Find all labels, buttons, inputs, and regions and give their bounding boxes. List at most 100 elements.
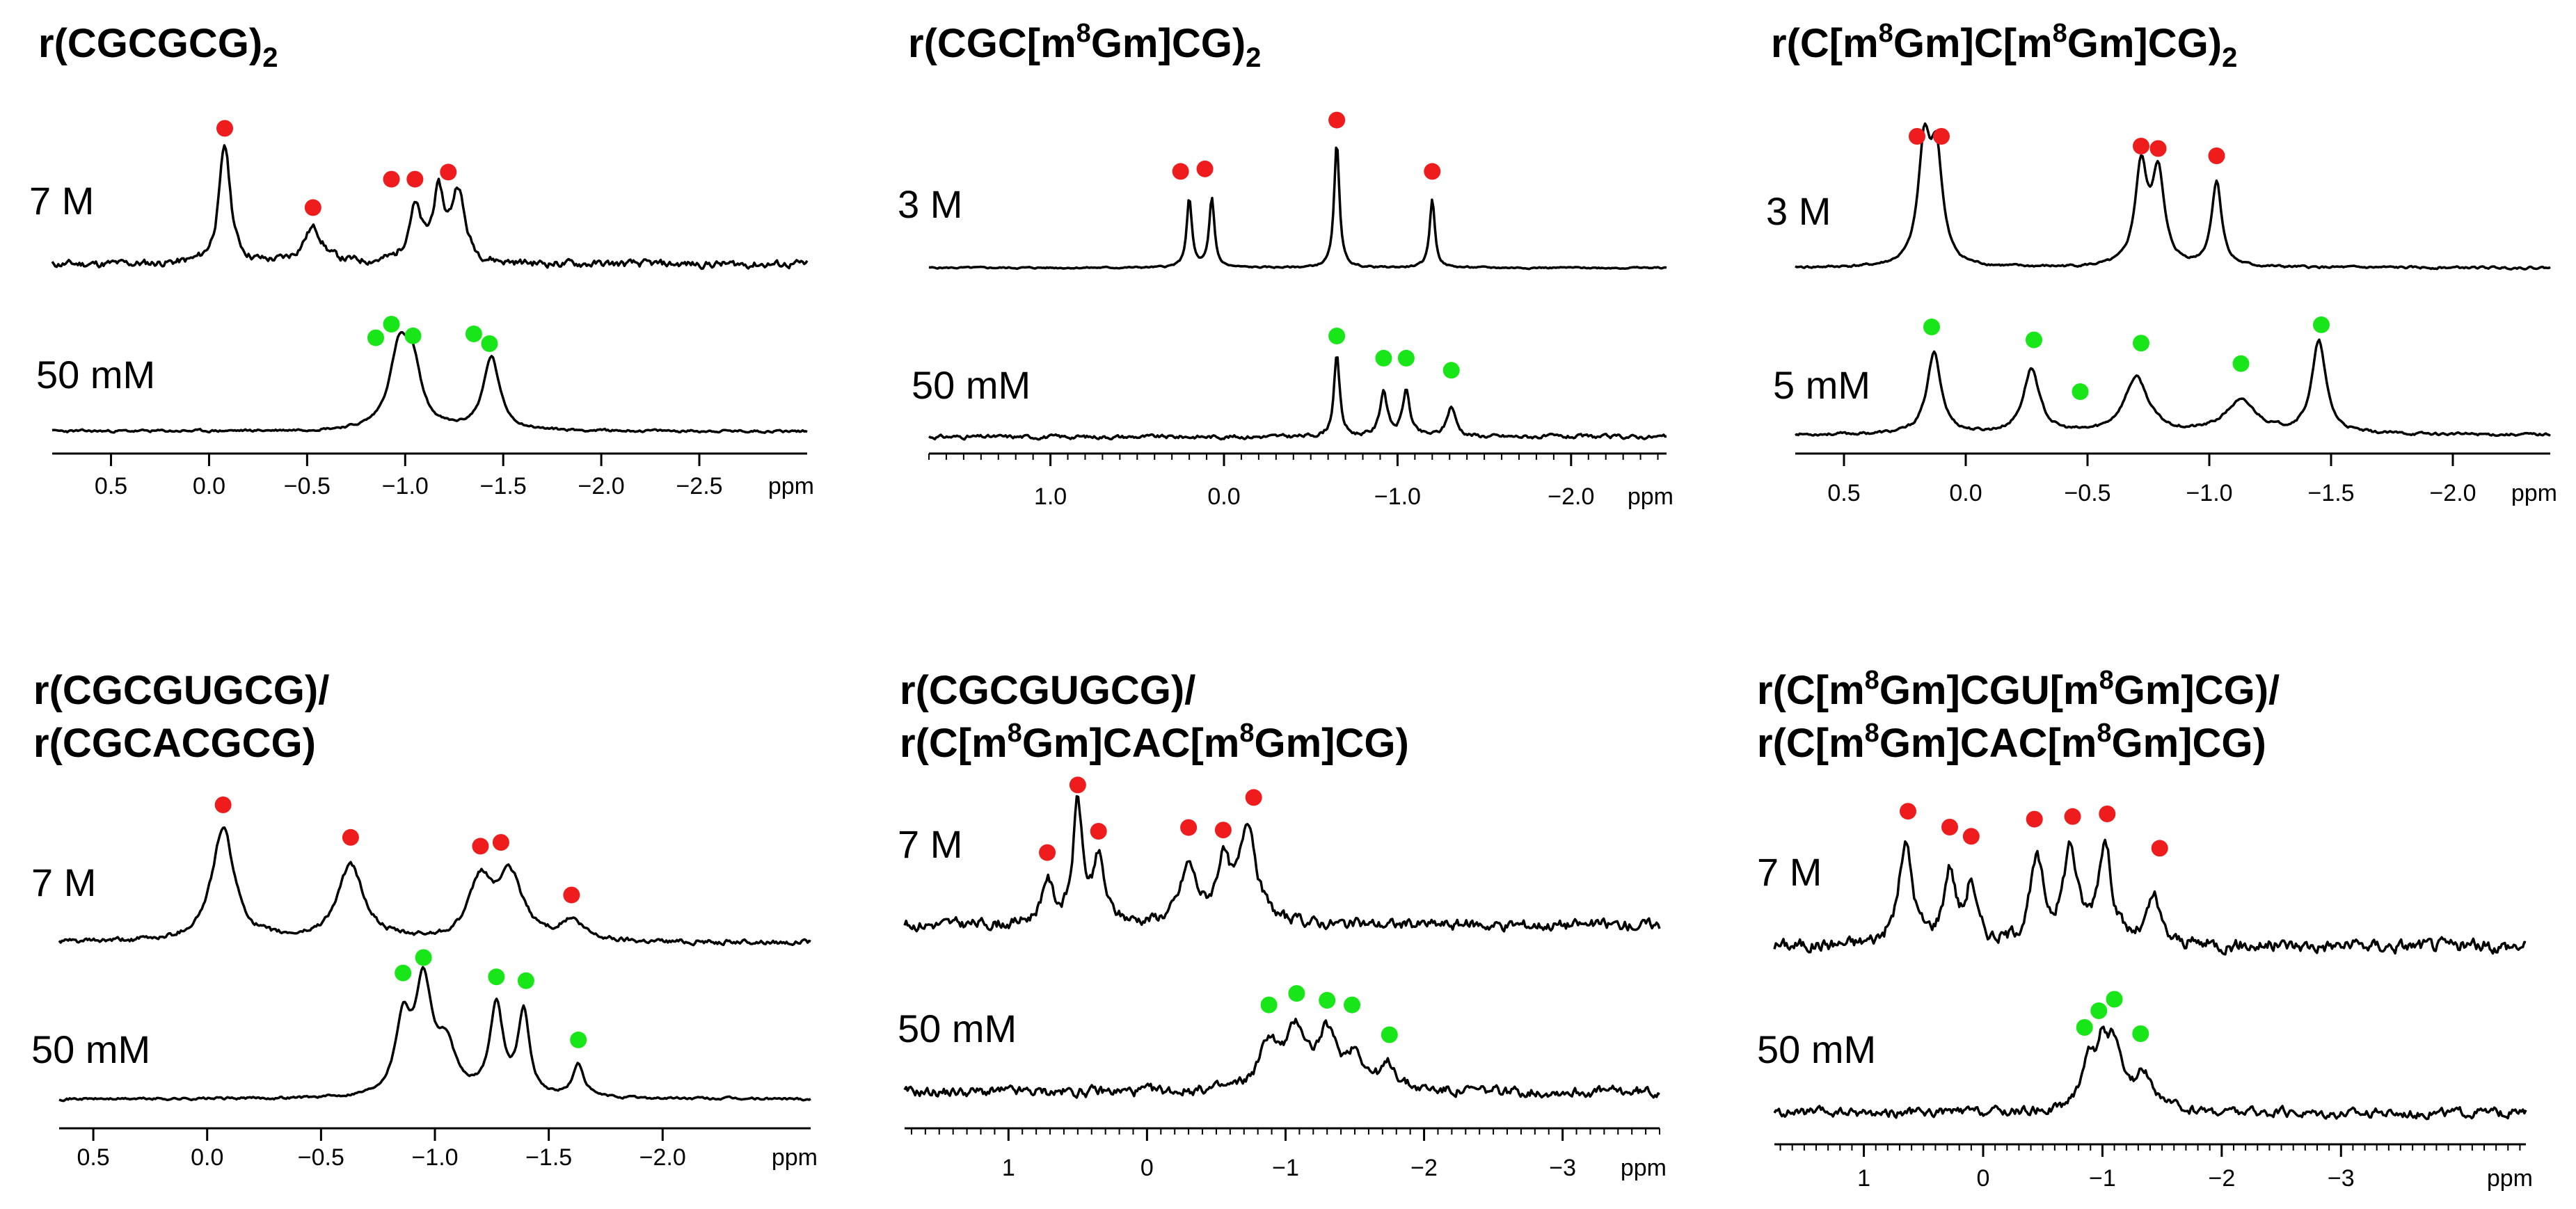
green-peak-marker <box>1288 985 1305 1002</box>
panel-5-plot: 1 0 −1 −2 −3 ppm <box>903 776 1667 1181</box>
panel-5-series-1-label: 7 M <box>898 822 962 866</box>
x-axis-label: ppm <box>772 1144 818 1171</box>
panel-3-plot: 0.5 0.0 −0.5 −1.0 −1.5 −2.0 ppm <box>1795 122 2557 506</box>
red-peak-marker <box>1245 789 1262 806</box>
tick-label: 0.0 <box>1949 480 1982 506</box>
spectrum-trace-high-salt <box>51 144 809 271</box>
panel-1-title: r(CGCGCG)2 <box>38 21 278 73</box>
red-peak-marker <box>440 163 457 181</box>
x-axis-label: ppm <box>1628 483 1673 510</box>
tick-label: −2.0 <box>1548 483 1594 510</box>
tick-label: 0 <box>1977 1165 1990 1192</box>
x-axis-label: ppm <box>1621 1155 1667 1181</box>
tick-label: 0.0 <box>191 1144 223 1171</box>
red-peak-marker <box>1424 163 1441 180</box>
spectrum-trace-low-salt <box>1773 1025 2527 1121</box>
green-peak-marker <box>1260 996 1278 1014</box>
spectrum-trace-low-salt <box>51 330 808 434</box>
spectrum-trace-high-salt <box>1773 838 2527 956</box>
green-peak-marker <box>2132 1025 2149 1042</box>
red-peak-marker <box>1909 128 1925 145</box>
tick-label: 0 <box>1140 1155 1154 1181</box>
panel-1-series-1-label: 7 M <box>29 179 94 223</box>
tick-label: −3 <box>2328 1165 2355 1192</box>
panel-4-title-line2: r(CGCACGCG) <box>33 721 316 766</box>
red-peak-marker <box>472 838 489 855</box>
red-peak-marker <box>1962 828 1980 845</box>
red-peak-marker <box>1900 803 1916 820</box>
red-peak-marker <box>2149 140 2167 157</box>
x-axis-label: ppm <box>2511 480 2557 506</box>
tick-label: −1 <box>1272 1155 1299 1181</box>
tick-label: −2 <box>1410 1155 1438 1181</box>
tick-label: −2.5 <box>676 473 722 499</box>
green-peak-marker <box>1923 319 1940 335</box>
tick-label: −1.5 <box>2307 480 2354 506</box>
panel-1-series-2-label: 50 mM <box>36 353 155 397</box>
tick-label: 1.0 <box>1034 483 1067 510</box>
green-peak-marker <box>1344 996 1361 1014</box>
panel-3-series-2-label: 5 mM <box>1773 363 1870 407</box>
spectrum-trace-high-salt <box>928 146 1667 271</box>
green-peak-marker <box>404 327 422 344</box>
spectrum-trace-low-salt <box>58 966 811 1103</box>
red-peak-marker <box>1933 128 1950 145</box>
tick-label: −2 <box>2208 1165 2235 1192</box>
red-peak-marker <box>2151 840 2168 857</box>
panel-5-title-line1: r(CGCGUGCG)/ <box>900 668 1195 713</box>
panel-4-series-1-label: 7 M <box>31 860 96 904</box>
tick-label: 0.0 <box>1207 483 1240 510</box>
red-peak-marker <box>2133 138 2149 154</box>
green-peak-marker <box>570 1031 587 1048</box>
red-peak-marker <box>342 828 359 846</box>
red-peak-marker <box>1941 819 1958 835</box>
x-axis-label: ppm <box>2487 1165 2533 1192</box>
green-peak-marker <box>465 326 482 342</box>
green-peak-marker <box>1442 362 1460 379</box>
panel-2-plot: 1.0 0.0 −1.0 −2.0 ppm <box>928 111 1673 510</box>
green-peak-marker <box>2232 355 2250 372</box>
red-peak-marker <box>2026 810 2043 828</box>
tick-label: −0.5 <box>284 473 331 499</box>
spectrum-trace-high-salt <box>58 826 811 947</box>
tick-label: 1 <box>1002 1155 1015 1181</box>
panel-6-title-line2: r(C[m8Gm]CAC[m8Gm]CG) <box>1757 719 2266 766</box>
tick-label: −2.0 <box>2429 480 2476 506</box>
red-peak-marker <box>1090 823 1107 840</box>
green-peak-marker <box>1381 1026 1398 1043</box>
panel-3-title: r(C[m8Gm]C[m8Gm]CG)2 <box>1771 19 2237 73</box>
spectrum-trace-low-salt <box>903 1018 1660 1099</box>
red-peak-marker <box>492 834 509 851</box>
red-peak-marker <box>304 199 321 216</box>
green-peak-marker <box>2313 316 2330 333</box>
panel-2-series-1-label: 3 M <box>898 182 962 226</box>
panel-4-plot: 0.5 0.0 −0.5 −1.0 −1.5 −2.0 ppm <box>58 796 818 1171</box>
tick-label: −1.0 <box>382 473 429 499</box>
green-peak-marker <box>367 329 384 346</box>
tick-label: 0.0 <box>193 473 225 499</box>
spectrum-trace-high-salt <box>903 795 1661 933</box>
panel-6-series-1-label: 7 M <box>1757 850 1822 894</box>
green-peak-marker <box>1319 992 1336 1009</box>
red-peak-marker <box>383 170 400 188</box>
panel-4-series-2-label: 50 mM <box>31 1027 150 1071</box>
panel-5-series-2-label: 50 mM <box>898 1007 1017 1050</box>
red-peak-marker <box>1039 844 1056 861</box>
tick-label: −0.5 <box>2064 480 2110 506</box>
green-peak-marker <box>2072 383 2089 400</box>
red-peak-marker <box>563 886 580 904</box>
tick-label: −1.0 <box>2186 480 2232 506</box>
panel-2-title: r(CGC[m8Gm]CG)2 <box>908 19 1261 73</box>
green-peak-marker <box>395 964 412 982</box>
tick-label: −2.0 <box>578 473 625 499</box>
green-peak-marker <box>488 968 505 986</box>
panel-1-plot: 0.5 0.0 −0.5 −1.0 −1.5 −2.0 −2.5 ppm <box>51 120 814 499</box>
panel-6-series-2-label: 50 mM <box>1757 1027 1876 1071</box>
green-peak-marker <box>2090 1002 2108 1019</box>
green-peak-marker <box>1397 349 1415 367</box>
red-peak-marker <box>1180 819 1198 836</box>
panel-2-series-2-label: 50 mM <box>912 363 1031 407</box>
green-peak-marker <box>2133 335 2149 352</box>
tick-label: −1.0 <box>411 1144 458 1171</box>
